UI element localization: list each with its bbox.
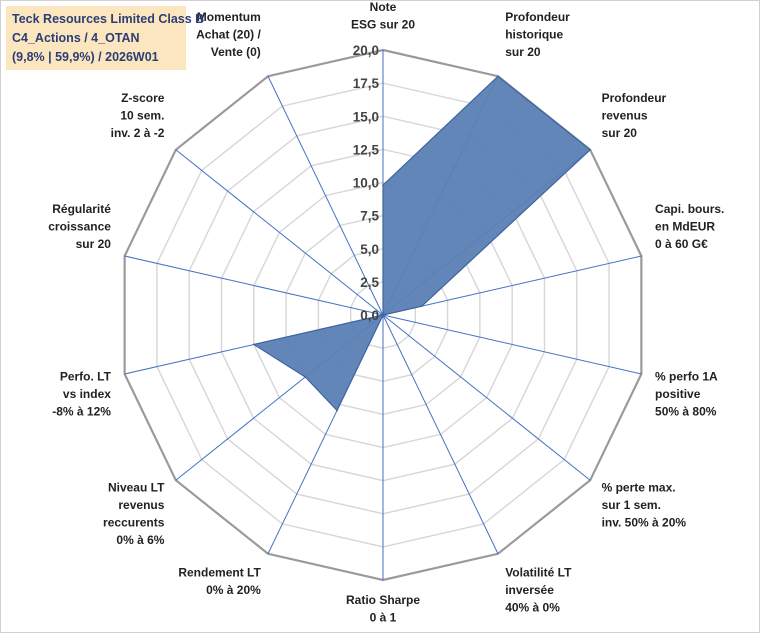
tick-label-8: 20,0 xyxy=(353,43,379,58)
category-label-1-line-2: sur 20 xyxy=(505,45,541,59)
category-label-1-line-0: Profondeur xyxy=(505,10,570,24)
category-label-10-line-2: -8% à 12% xyxy=(52,405,111,419)
category-label-12: Z-score 10 sem. inv. 2 à -2 xyxy=(111,91,165,140)
tick-label-5: 12,5 xyxy=(353,142,380,157)
category-label-3-line-1: en MdEUR xyxy=(655,219,715,233)
tick-label-0: 0,0 xyxy=(360,308,379,323)
data-point-2 xyxy=(589,148,591,151)
category-label-4-line-1: positive xyxy=(655,387,701,401)
category-label-8-line-0: Rendement LT xyxy=(178,566,261,580)
category-label-9: Niveau LT revenus reccurents 0% à 6% xyxy=(103,481,165,547)
spoke-5 xyxy=(382,314,591,481)
category-label-12-line-1: 10 sem. xyxy=(120,108,164,122)
spoke-11 xyxy=(124,255,384,316)
category-label-2-line-1: revenus xyxy=(602,108,648,122)
category-label-13: Momentum Achat (20) / Vente (0) xyxy=(196,10,261,59)
chart-title-line2: C4_Actions / 4_OTAN xyxy=(12,31,140,45)
spoke-12 xyxy=(175,149,384,316)
category-label-4-line-0: % perfo 1A xyxy=(655,370,718,384)
category-label-3-line-2: 0 à 60 G€ xyxy=(655,237,708,251)
data-point-13 xyxy=(382,314,384,316)
tick-label-7: 17,5 xyxy=(353,76,380,91)
tick-label-1: 2,5 xyxy=(360,275,379,290)
category-label-1: Profondeur historique sur 20 xyxy=(505,10,570,59)
category-label-10-line-1: vs index xyxy=(63,387,111,401)
category-label-9-line-2: reccurents xyxy=(103,516,165,530)
category-label-7-line-1: 0 à 1 xyxy=(370,611,397,625)
category-label-5: % perte max. sur 1 sem. inv. 50% à 20% xyxy=(602,481,687,530)
category-label-1-line-1: historique xyxy=(505,27,563,41)
chart-title-line1: Teck Resources Limited Class B xyxy=(12,12,205,26)
category-label-9-line-1: revenus xyxy=(118,498,164,512)
spoke-4 xyxy=(382,314,642,375)
category-label-0-line-0: Note xyxy=(370,0,397,14)
category-label-11-line-1: croissance xyxy=(48,219,111,233)
category-label-8-line-1: 0% à 20% xyxy=(206,583,261,597)
data-point-8 xyxy=(336,409,338,412)
category-label-2: Profondeur revenus sur 20 xyxy=(602,91,667,140)
category-label-9-line-0: Niveau LT xyxy=(108,481,165,495)
category-label-3-line-0: Capi. bours. xyxy=(655,202,724,216)
data-point-3 xyxy=(420,305,423,307)
category-label-7-line-0: Ratio Sharpe xyxy=(346,593,420,607)
tick-label-6: 15,0 xyxy=(353,109,379,124)
category-label-13-line-2: Vente (0) xyxy=(211,45,261,59)
category-label-10-line-0: Perfo. LT xyxy=(60,370,112,384)
category-label-0-line-1: ESG sur 20 xyxy=(351,18,415,32)
category-label-9-line-3: 0% à 6% xyxy=(116,533,164,547)
category-label-3: Capi. bours. en MdEUR 0 à 60 G€ xyxy=(655,202,724,251)
series-area-0 xyxy=(252,75,592,412)
data-point-9 xyxy=(304,376,307,378)
category-label-13-line-0: Momentum xyxy=(197,10,261,24)
chart-title-line3: (9,8% | 59,9%) / 2026W01 xyxy=(12,50,159,64)
category-label-6-line-0: Volatilité LT xyxy=(505,566,572,580)
category-label-11-line-2: sur 20 xyxy=(76,237,112,251)
category-label-2-line-2: sur 20 xyxy=(602,126,638,140)
spoke-13 xyxy=(267,76,384,316)
chart-title-box: Teck Resources Limited Class B C4_Action… xyxy=(6,6,205,70)
tick-label-2: 5,0 xyxy=(360,242,379,257)
category-label-5-line-2: inv. 50% à 20% xyxy=(602,516,687,530)
data-point-1 xyxy=(497,75,499,78)
category-label-6-line-2: 40% à 0% xyxy=(505,601,560,615)
data-point-10 xyxy=(253,343,255,346)
category-label-6-line-1: inversée xyxy=(505,583,554,597)
category-label-6: Volatilité LT inversée 40% à 0% xyxy=(505,566,572,615)
spoke-3 xyxy=(382,255,642,316)
category-label-0: Note ESG sur 20 xyxy=(351,0,415,32)
category-label-5-line-0: % perte max. xyxy=(602,481,676,495)
category-label-2-line-0: Profondeur xyxy=(602,91,667,105)
category-label-11: Régularité croissance sur 20 xyxy=(48,202,111,251)
category-label-10: Perfo. LT vs index -8% à 12% xyxy=(52,370,111,419)
category-label-7: Ratio Sharpe 0 à 1 xyxy=(346,593,420,625)
spoke-6 xyxy=(382,314,499,554)
category-label-4-line-2: 50% à 80% xyxy=(655,405,717,419)
category-label-12-line-0: Z-score xyxy=(121,91,165,105)
data-point-0 xyxy=(382,184,384,186)
tick-label-3: 7,5 xyxy=(360,209,379,224)
category-label-12-line-2: inv. 2 à -2 xyxy=(111,126,165,140)
category-label-5-line-1: sur 1 sem. xyxy=(602,498,661,512)
category-label-4: % perfo 1A positive 50% à 80% xyxy=(655,370,718,419)
category-label-11-line-0: Régularité xyxy=(52,202,111,216)
category-label-13-line-1: Achat (20) / xyxy=(196,27,261,41)
tick-label-4: 10,0 xyxy=(353,176,379,191)
category-label-8: Rendement LT 0% à 20% xyxy=(178,566,261,598)
